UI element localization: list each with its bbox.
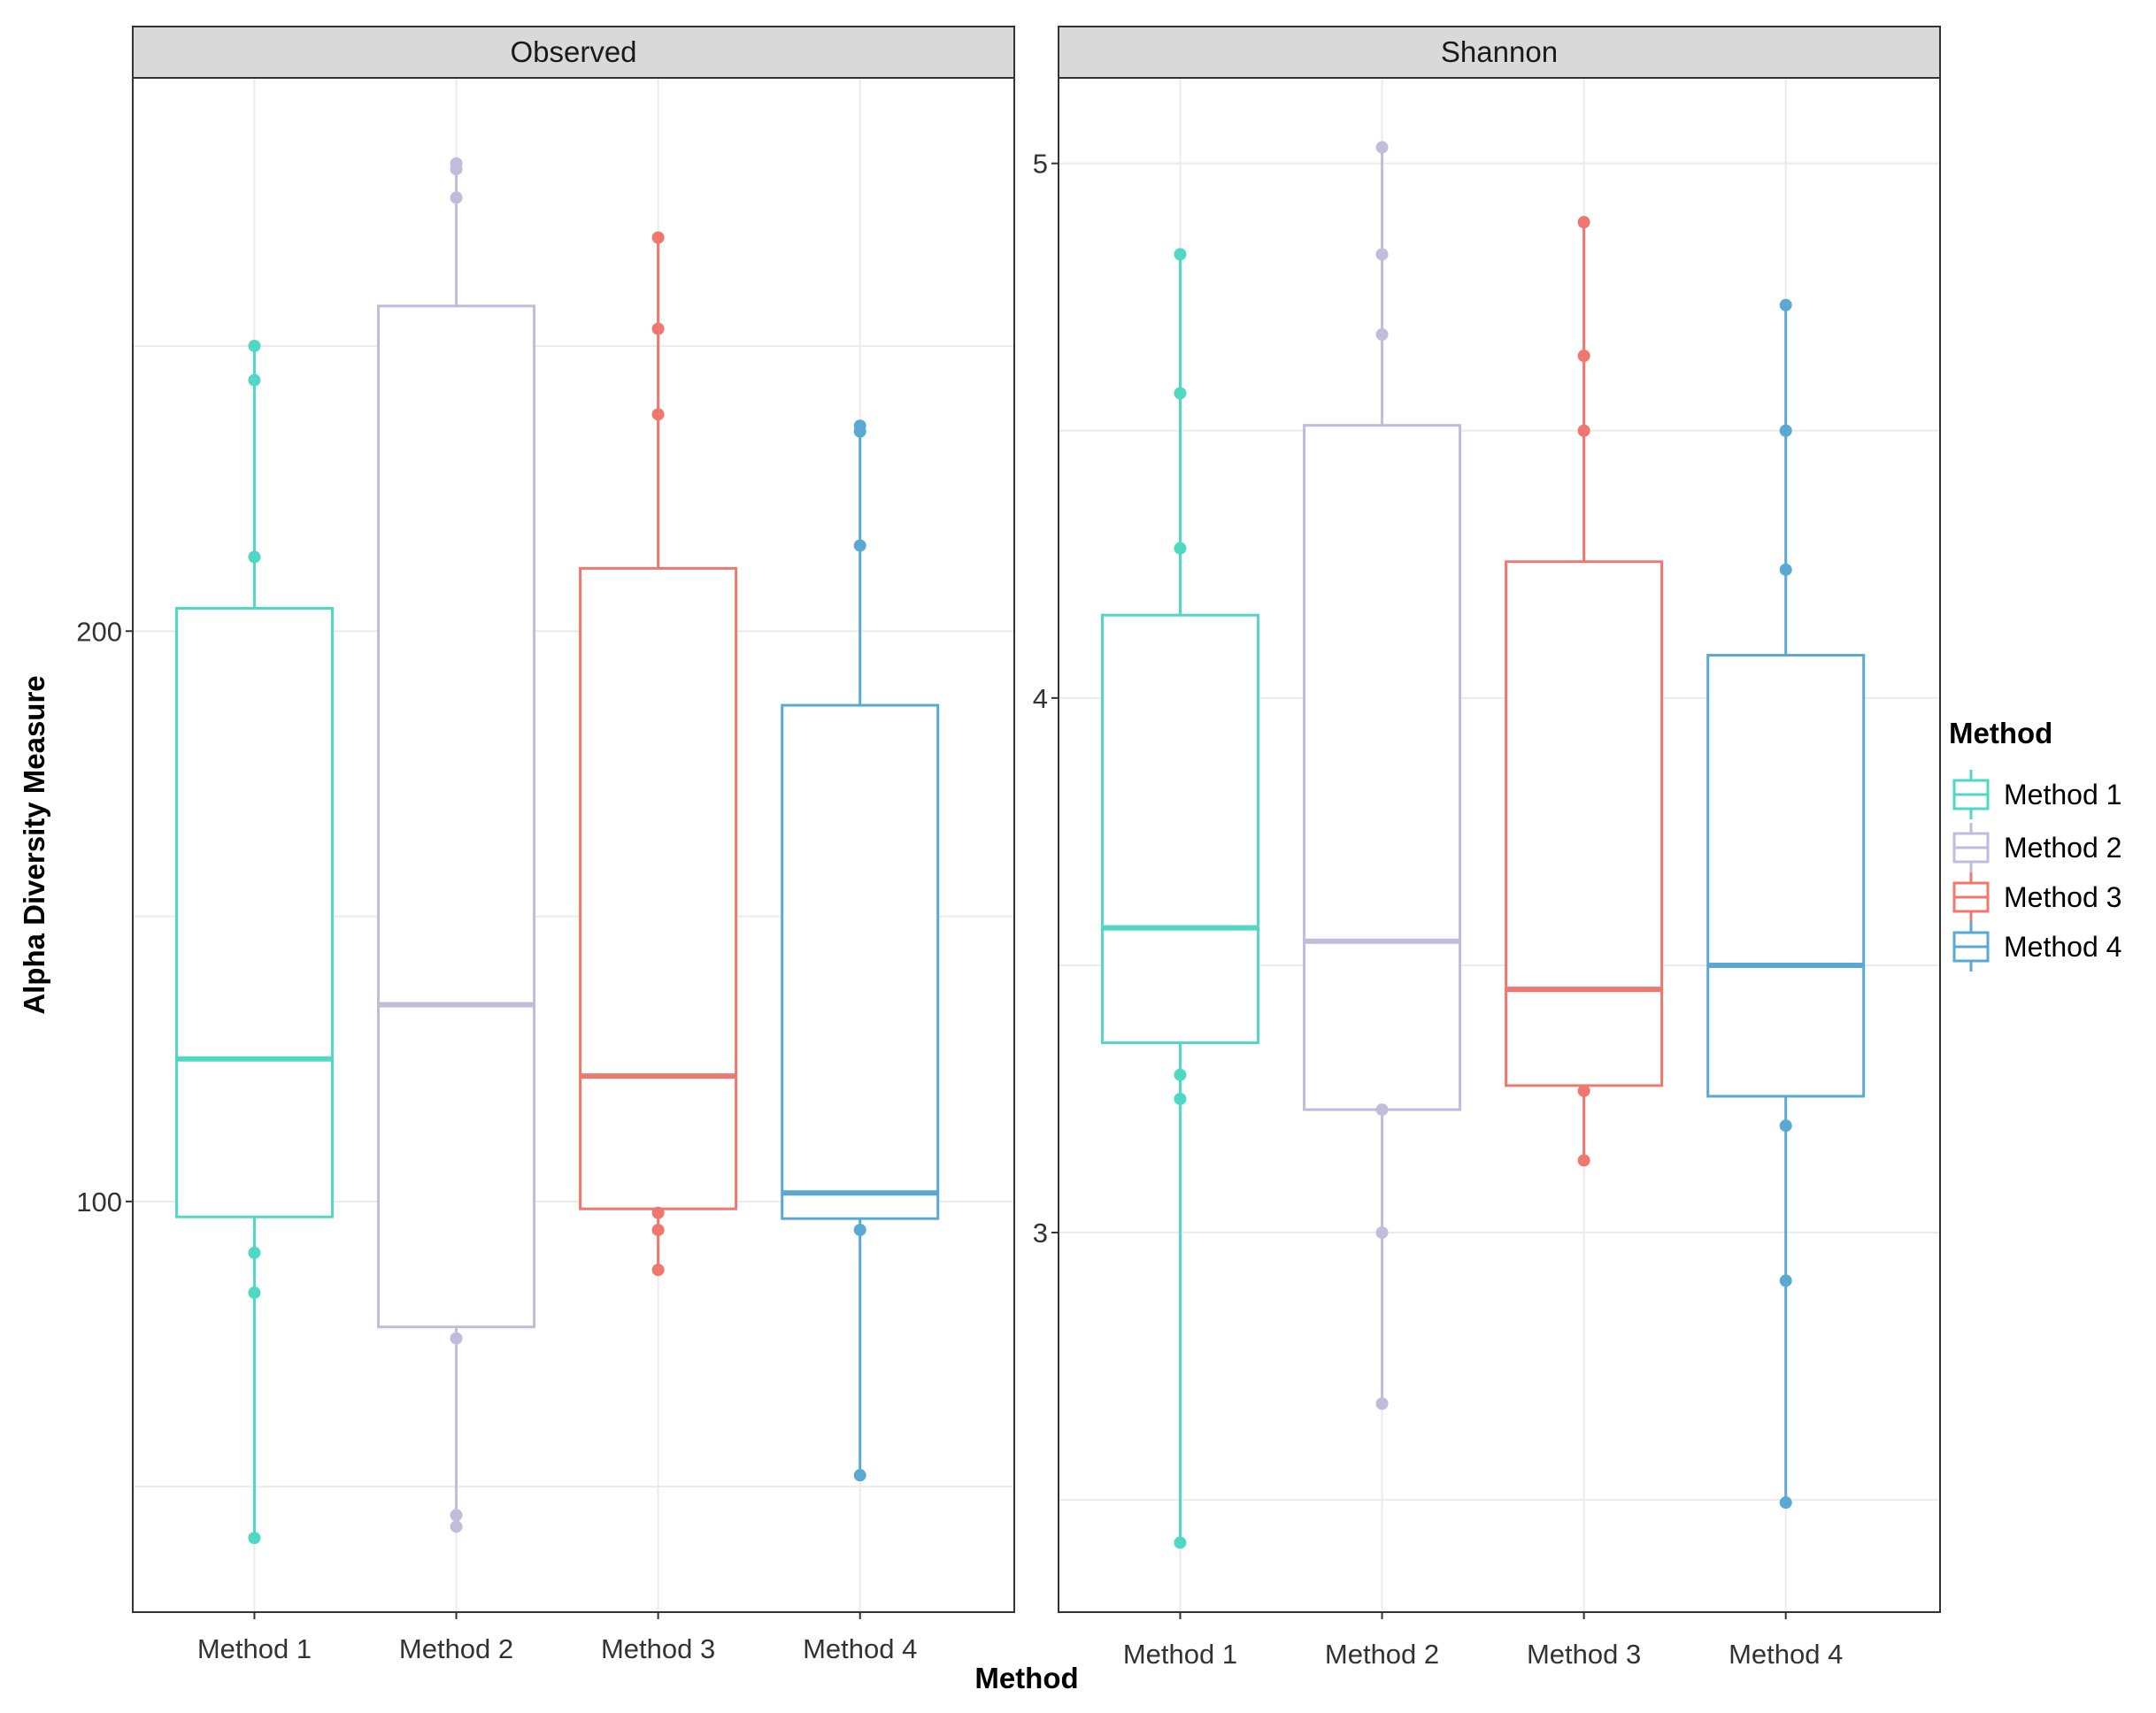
y-tick-label-0-1: 200 [76, 616, 122, 647]
point-1-2-0 [1577, 1154, 1590, 1167]
point-1-3-2 [1779, 1119, 1792, 1133]
point-1-2-2 [1577, 424, 1590, 437]
point-1-1-2 [1375, 1103, 1389, 1117]
box-1-2 [1505, 560, 1664, 1087]
point-0-0-2 [248, 1246, 261, 1259]
x-tick-label-0-1: Method 2 [399, 1633, 513, 1664]
box-0-0 [174, 606, 334, 1218]
x-tick-label-1-0: Method 1 [1123, 1639, 1237, 1670]
box-1-0 [1100, 613, 1259, 1045]
point-0-2-1 [651, 1224, 665, 1237]
x-tick-label-1-1: Method 2 [1325, 1639, 1439, 1670]
point-1-1-5 [1375, 141, 1389, 154]
x-tick-label-1-2: Method 3 [1527, 1639, 1641, 1670]
point-1-3-3 [1779, 563, 1792, 576]
point-0-3-0 [853, 1469, 866, 1482]
box-1-3 [1706, 654, 1866, 1098]
legend-title: Method [1949, 717, 2052, 749]
point-0-0-4 [248, 373, 261, 387]
y-tick-label-1-1: 4 [1033, 683, 1048, 714]
box-1-1 [1303, 424, 1462, 1111]
point-1-0-2 [1174, 1068, 1187, 1081]
point-1-1-3 [1375, 328, 1389, 342]
y-tick-label-1-0: 3 [1033, 1218, 1048, 1248]
y-tick-label-0-0: 100 [76, 1187, 122, 1218]
legend-label-1: Method 2 [2004, 832, 2121, 864]
facet-strip-1 [1058, 26, 1941, 79]
x-tick-label-1-3: Method 4 [1729, 1639, 1843, 1670]
x-axis-title: Method [974, 1662, 1078, 1694]
point-1-1-1 [1375, 1226, 1389, 1240]
y-axis-title: Alpha Diversity Measure [18, 675, 50, 1014]
point-0-3-2 [853, 539, 866, 552]
point-0-1-5 [450, 157, 463, 170]
box-0-3 [781, 703, 940, 1220]
point-0-2-3 [651, 408, 665, 421]
legend-label-2: Method 3 [2004, 881, 2121, 913]
legend-label-3: Method 4 [2004, 931, 2121, 963]
point-0-0-3 [248, 550, 261, 564]
x-tick-label-0-2: Method 3 [601, 1633, 715, 1664]
x-tick-label-0-3: Method 4 [803, 1633, 917, 1664]
legend-label-0: Method 1 [2004, 779, 2121, 810]
point-0-1-1 [450, 1509, 463, 1522]
point-0-2-4 [651, 322, 665, 335]
point-0-0-1 [248, 1287, 261, 1300]
facet-title-1: Shannon [1441, 35, 1558, 68]
facet-strip-0 [132, 26, 1015, 79]
point-0-2-2 [651, 1206, 665, 1219]
point-1-0-1 [1174, 1092, 1187, 1105]
point-1-3-1 [1779, 1274, 1792, 1287]
point-1-2-3 [1577, 350, 1590, 363]
point-0-1-3 [450, 191, 463, 204]
point-1-0-5 [1174, 248, 1187, 261]
point-0-2-5 [651, 231, 665, 244]
point-1-1-4 [1375, 248, 1389, 261]
point-1-0-0 [1174, 1536, 1187, 1549]
point-1-2-1 [1577, 1084, 1590, 1097]
point-1-0-4 [1174, 387, 1187, 400]
point-0-1-2 [450, 1332, 463, 1345]
point-1-0-3 [1174, 542, 1187, 555]
x-tick-label-0-0: Method 1 [197, 1633, 312, 1664]
point-0-3-1 [853, 1224, 866, 1237]
point-1-3-0 [1779, 1496, 1792, 1509]
point-0-2-0 [651, 1264, 665, 1277]
point-0-1-0 [450, 1520, 463, 1533]
panel-border-1 [1058, 77, 1941, 1613]
point-1-3-4 [1779, 424, 1792, 437]
point-0-0-5 [248, 339, 261, 352]
point-1-1-0 [1375, 1397, 1389, 1410]
panel-border-0 [132, 77, 1015, 1613]
point-1-2-4 [1577, 216, 1590, 229]
point-0-3-4 [853, 419, 866, 433]
point-0-0-0 [248, 1532, 261, 1545]
box-0-2 [579, 566, 738, 1210]
facet-title-0: Observed [510, 35, 636, 68]
box-0-1 [377, 304, 536, 1329]
point-1-3-5 [1779, 298, 1792, 311]
y-tick-label-1-2: 5 [1033, 149, 1048, 180]
